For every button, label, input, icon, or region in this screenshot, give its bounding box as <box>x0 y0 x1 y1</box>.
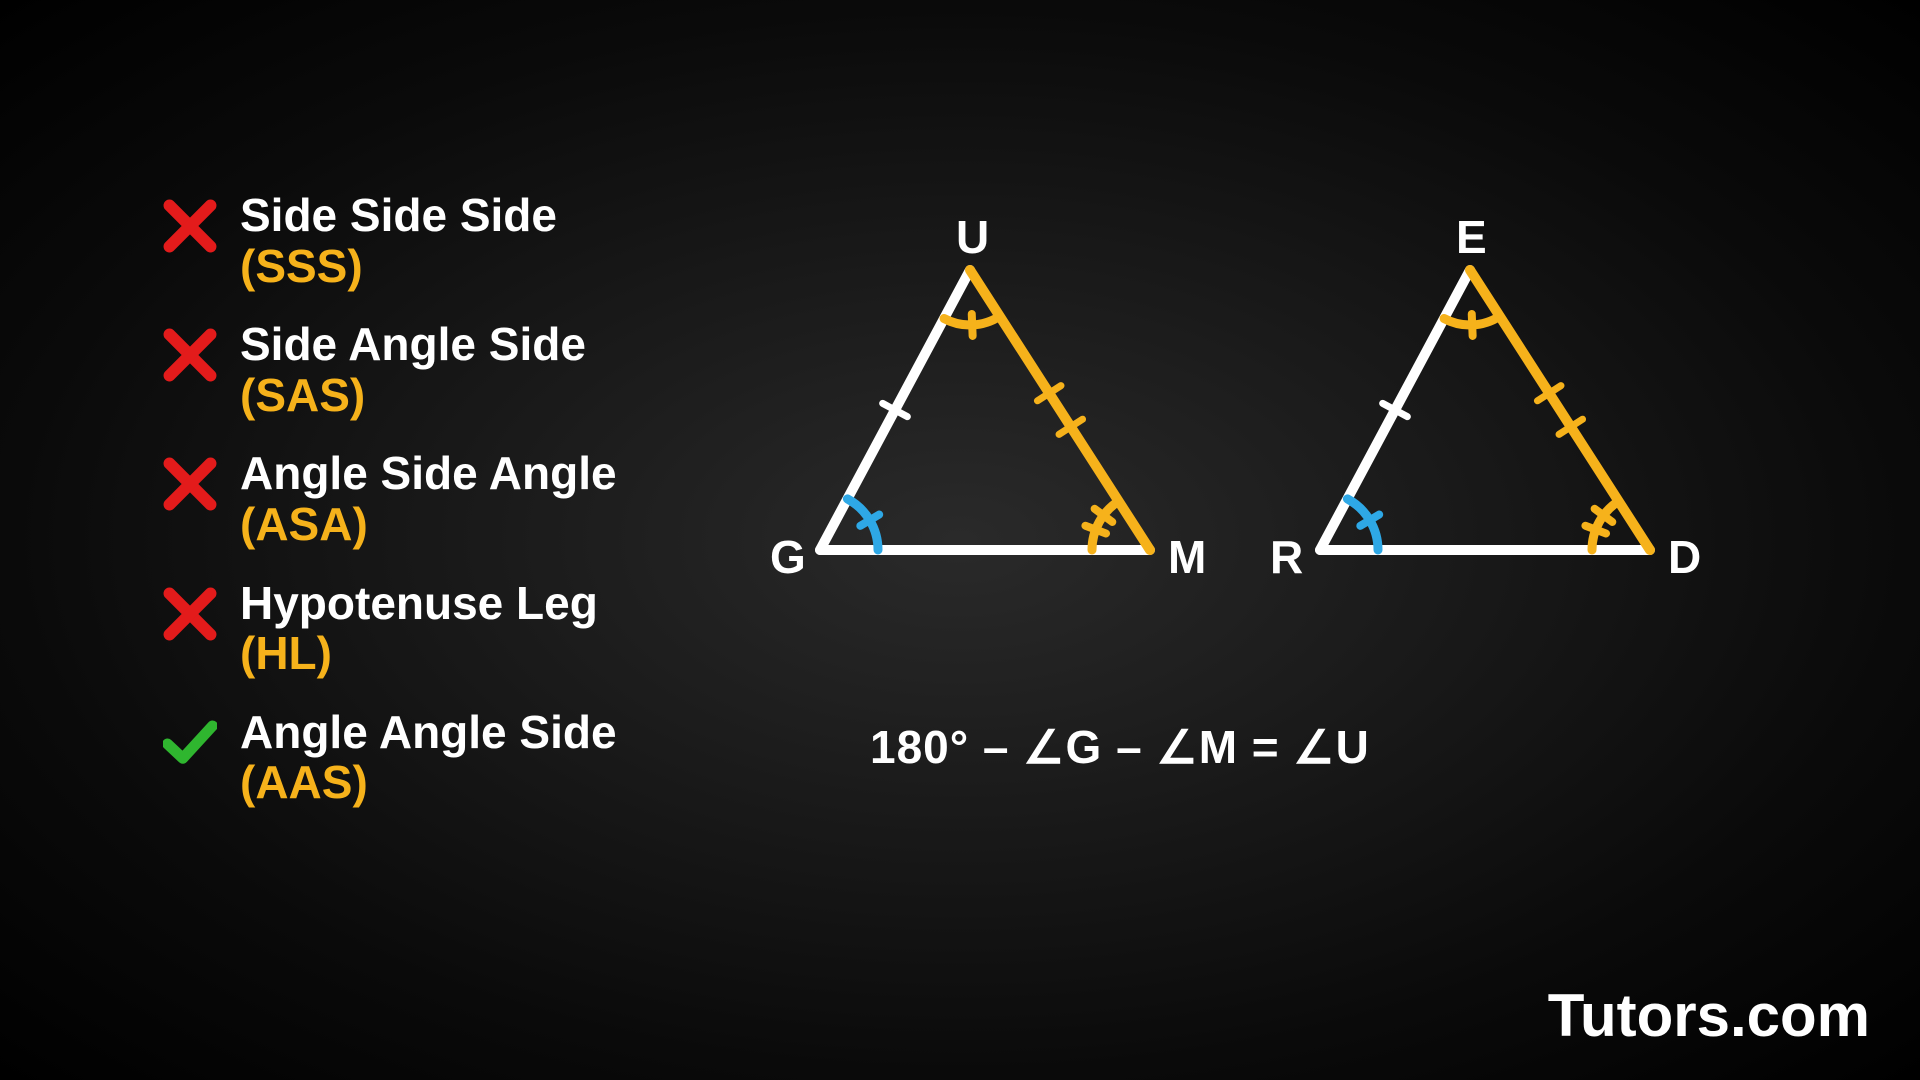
list-item: Side Angle Side(SAS) <box>160 319 617 420</box>
cross-icon <box>160 325 220 385</box>
stage: Side Side Side(SSS) Side Angle Side(SAS)… <box>0 0 1920 1080</box>
postulate-title: Angle Side Angle <box>240 448 617 499</box>
vertex-label: R <box>1270 530 1303 584</box>
list-item: Angle Side Angle(ASA) <box>160 448 617 549</box>
postulate-title: Side Angle Side <box>240 319 586 370</box>
vertex-label: E <box>1456 210 1487 264</box>
postulate-title: Hypotenuse Leg <box>240 578 598 629</box>
check-icon <box>160 713 220 773</box>
vertex-label: M <box>1168 530 1206 584</box>
cross-icon <box>160 196 220 256</box>
equation-text: 180° – ∠G – ∠M = ∠U <box>870 720 1370 774</box>
list-item: Side Side Side(SSS) <box>160 190 617 291</box>
vertex-label: G <box>770 530 806 584</box>
vertex-label: U <box>956 210 989 264</box>
list-item: Hypotenuse Leg(HL) <box>160 578 617 679</box>
postulate-abbr: (HL) <box>240 628 598 679</box>
cross-icon <box>160 584 220 644</box>
postulate-list: Side Side Side(SSS) Side Angle Side(SAS)… <box>160 190 617 836</box>
brand-logo: Tutors.com <box>1548 981 1870 1050</box>
postulate-abbr: (SAS) <box>240 370 586 421</box>
postulate-abbr: (SSS) <box>240 241 557 292</box>
postulate-title: Side Side Side <box>240 190 557 241</box>
list-item: Angle Angle Side(AAS) <box>160 707 617 808</box>
vertex-label: D <box>1668 530 1701 584</box>
postulate-abbr: (ASA) <box>240 499 617 550</box>
cross-icon <box>160 454 220 514</box>
postulate-title: Angle Angle Side <box>240 707 617 758</box>
postulate-abbr: (AAS) <box>240 757 617 808</box>
